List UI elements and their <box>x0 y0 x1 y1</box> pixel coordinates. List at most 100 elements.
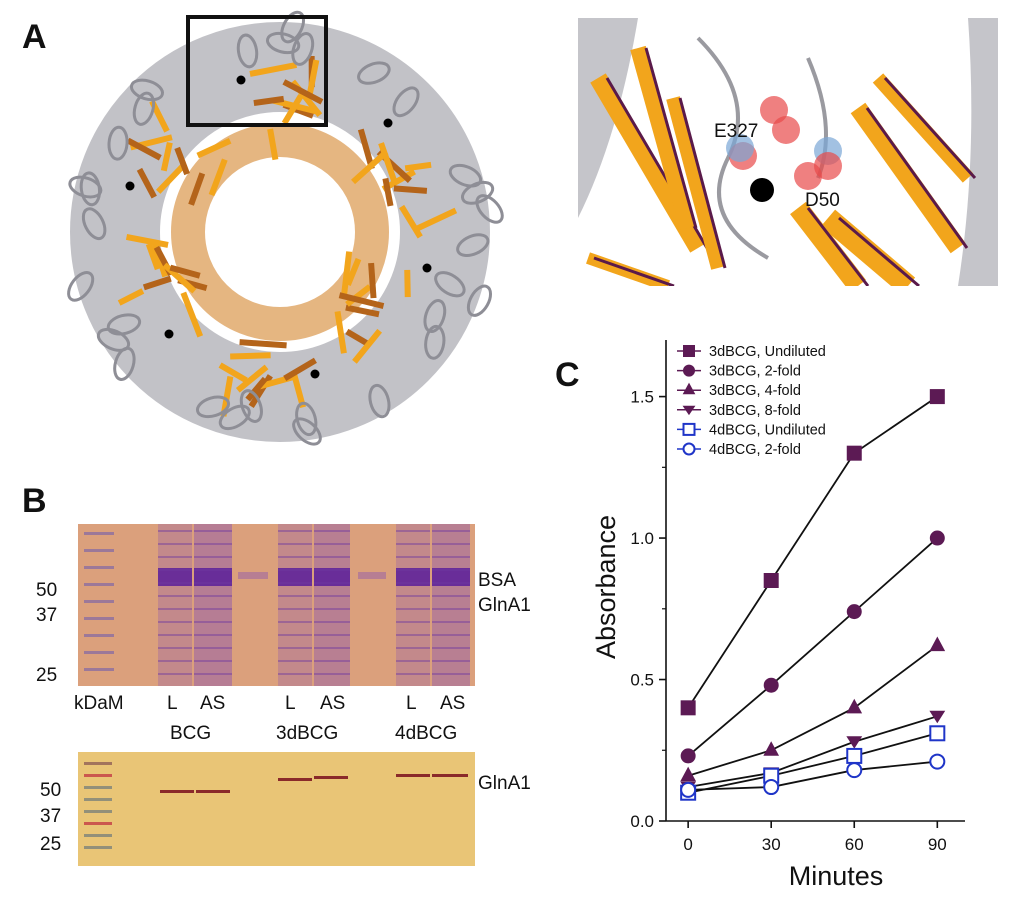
lane-label-as-3: AS <box>440 693 466 714</box>
group-label-bcg: BCG <box>170 723 212 744</box>
minor-band <box>278 608 312 610</box>
beta-strand <box>282 79 324 105</box>
minor-band <box>278 634 312 636</box>
alpha-helix <box>68 175 103 199</box>
alpha-helix <box>113 346 136 381</box>
beta-strand <box>790 201 866 286</box>
data-point <box>929 389 945 405</box>
series-line-3 <box>687 715 938 788</box>
minor-band <box>194 543 232 545</box>
active-site-dot <box>236 75 246 85</box>
minor-band <box>396 543 430 545</box>
beta-strand <box>245 376 268 402</box>
minor-band <box>432 595 470 597</box>
blot-mw-25: 25 <box>40 834 62 855</box>
beta-strand <box>281 94 304 125</box>
gel-mw-25: 25 <box>36 665 58 686</box>
beta-strand <box>145 242 161 271</box>
series-line-4 <box>687 732 938 794</box>
minor-band <box>194 556 232 558</box>
ladder-band <box>84 634 114 637</box>
absorbance-line-chart: 0.0 0.5 1.0 1.5 0 30 60 90 3dBCG, Undiluted 3dBC… <box>591 340 965 891</box>
legend-label: 3dBCG, 8-fold <box>709 403 801 419</box>
protein-lane <box>278 524 312 686</box>
minor-band <box>314 673 350 675</box>
alpha-helix <box>132 91 156 126</box>
minor-band <box>432 543 470 545</box>
beta-strand <box>399 204 423 239</box>
beta-strand <box>351 149 389 185</box>
minor-band <box>278 569 312 571</box>
alpha-helix <box>195 395 231 419</box>
minor-band <box>396 634 430 636</box>
beta-strand <box>126 137 162 161</box>
minor-band <box>314 543 350 545</box>
blot-mw-37: 37 <box>40 806 62 827</box>
data-point <box>929 636 946 652</box>
minor-band <box>278 556 312 558</box>
data-point <box>763 779 780 796</box>
blot-ladder-band <box>84 846 112 849</box>
gel-mw-50: 50 <box>36 580 58 601</box>
lane-label-l-2: L <box>285 693 296 714</box>
minor-band <box>278 530 312 532</box>
alpha-helix <box>392 86 420 118</box>
x-tick-label: 30 <box>762 835 781 854</box>
legend-label: 3dBCG, Undiluted <box>709 344 826 360</box>
panel-c-label: C <box>555 356 580 394</box>
beta-strand <box>345 257 362 286</box>
alpha-helix <box>295 401 318 437</box>
glna1-blot-band <box>314 776 348 779</box>
beta-strand <box>334 311 347 354</box>
beta-strand <box>117 288 145 306</box>
alpha-helix <box>368 383 391 419</box>
bsa-band <box>358 572 386 579</box>
minor-band <box>396 582 430 584</box>
beta-strand <box>188 172 206 206</box>
ladder-band <box>84 651 114 654</box>
legend-marker <box>682 442 696 456</box>
beta-strand <box>283 357 317 382</box>
legend-marker <box>682 405 696 416</box>
minor-band <box>158 569 192 571</box>
glna1-blot-band <box>160 790 194 793</box>
protein-lane <box>396 524 430 686</box>
alpha-helix <box>357 61 391 85</box>
alpha-helix <box>434 271 466 298</box>
beta-strand <box>196 138 232 159</box>
alpha-helix <box>475 194 504 224</box>
minor-band <box>432 569 470 571</box>
beta-strand <box>249 61 298 77</box>
active-site-dot <box>383 118 393 128</box>
metal-ion <box>750 178 774 202</box>
minor-band <box>194 621 232 623</box>
blot-ladder-band <box>84 810 112 813</box>
legend-label: 4dBCG, Undiluted <box>709 422 826 438</box>
active-site-dot <box>422 263 432 273</box>
ladder-band <box>84 617 114 620</box>
data-point <box>846 698 863 714</box>
legend-label: 3dBCG, 4-fold <box>709 383 801 399</box>
alpha-helix <box>81 207 107 241</box>
beta-strand <box>235 364 269 393</box>
minor-band <box>278 647 312 649</box>
data-point <box>680 781 697 798</box>
legend-label: 4dBCG, 2-fold <box>709 442 801 458</box>
beta-strand <box>357 128 375 170</box>
beta-strand <box>169 264 201 279</box>
alpha-helix <box>292 417 322 446</box>
gel-label-bsa: BSA <box>478 570 517 591</box>
minor-band <box>314 556 350 558</box>
gel-lanes <box>84 524 470 686</box>
alpha-helix <box>291 32 315 66</box>
atom-sphere <box>814 152 842 180</box>
group-label-4dbcg: 4dBCG <box>395 723 458 744</box>
beta-strand <box>290 370 306 409</box>
glna1-band <box>278 568 312 586</box>
beta-strand <box>586 252 670 286</box>
glna1-blot-band <box>432 774 468 777</box>
blot-ladder-band <box>84 762 112 765</box>
minor-band <box>396 647 430 649</box>
alpha-helix <box>96 327 131 352</box>
protein-lane <box>432 524 470 686</box>
